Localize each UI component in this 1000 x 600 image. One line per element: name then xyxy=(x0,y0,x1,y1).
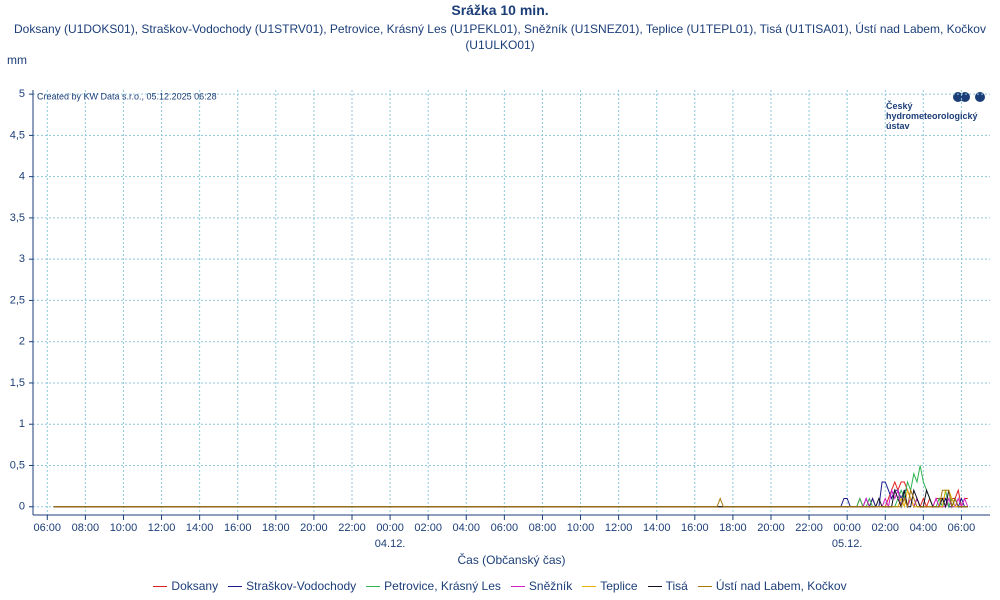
x-tick-label: 20:00 xyxy=(300,522,328,534)
legend: Doksany Straškov-Vodochody Petrovice, Krás… xyxy=(0,579,1000,593)
y-tick-label: 0 xyxy=(19,501,25,513)
x-tick-label: 18:00 xyxy=(719,522,747,534)
legend-label: Doksany xyxy=(171,579,219,593)
y-axis-label: mm xyxy=(7,53,27,67)
legend-label: Sněžník xyxy=(528,579,573,593)
chart-subtitle: Doksany (U1DOKS01), Straškov-Vodochody (… xyxy=(14,22,986,52)
series-line xyxy=(53,480,968,509)
chart-title: Srážka 10 min. xyxy=(451,2,549,18)
x-tick-label: 16:00 xyxy=(224,522,252,534)
annotation: Created by KW Data s.r.o., 05.12.2025 06… xyxy=(37,91,217,101)
x-tick-label: 00:00 xyxy=(833,522,861,534)
legend-label: Teplice xyxy=(600,579,638,593)
legend-swatch xyxy=(366,585,381,587)
x-tick-label: 14:00 xyxy=(186,522,214,534)
y-tick-label: 1 xyxy=(19,418,25,430)
x-tick-label: 18:00 xyxy=(262,522,290,534)
x-tick-label: 04:00 xyxy=(453,522,481,534)
y-tick-label: 4,5 xyxy=(10,129,25,141)
legend-label: Ústí nad Labem, Kočkov xyxy=(715,579,847,593)
y-tick-label: 3,5 xyxy=(10,212,25,224)
date-label: 04.12. xyxy=(375,538,406,550)
x-tick-label: 06:00 xyxy=(948,522,976,534)
logo-dot xyxy=(975,92,985,102)
x-tick-label: 20:00 xyxy=(757,522,785,534)
legend-item[interactable]: Sněžník xyxy=(510,579,573,593)
series-line xyxy=(53,488,968,509)
series-line xyxy=(53,465,968,509)
series-line xyxy=(53,488,968,509)
series-line xyxy=(53,481,968,509)
x-tick-label: 16:00 xyxy=(681,522,709,534)
x-tick-label: 08:00 xyxy=(72,522,100,534)
legend-swatch xyxy=(153,585,168,587)
legend-item[interactable]: Teplice xyxy=(582,579,638,593)
legend-label: Straškov-Vodochody xyxy=(246,579,357,593)
date-label: 05.12. xyxy=(832,538,863,550)
y-tick-label: 2 xyxy=(19,336,25,348)
legend-item[interactable]: Tisá xyxy=(647,579,688,593)
legend-swatch xyxy=(647,585,662,587)
y-tick-label: 0,5 xyxy=(10,459,25,471)
x-tick-label: 22:00 xyxy=(795,522,823,534)
logo-dot xyxy=(953,92,963,102)
y-tick-label: 4 xyxy=(19,171,25,183)
x-tick-label: 12:00 xyxy=(605,522,633,534)
legend-label: Petrovice, Krásný Les xyxy=(384,579,501,593)
series-line xyxy=(53,488,968,509)
x-tick-label: 10:00 xyxy=(567,522,595,534)
x-axis-label: Čas (Občanský čas) xyxy=(457,552,565,567)
y-tick-label: 5 xyxy=(19,88,25,100)
legend-swatch xyxy=(510,585,525,587)
legend-swatch xyxy=(228,585,243,587)
x-tick-label: 14:00 xyxy=(643,522,671,534)
x-tick-label: 06:00 xyxy=(34,522,62,534)
x-tick-label: 08:00 xyxy=(529,522,557,534)
legend-item[interactable]: Straškov-Vodochody xyxy=(228,579,356,593)
legend-label: Tisá xyxy=(665,579,688,593)
x-tick-label: 10:00 xyxy=(110,522,138,534)
legend-swatch xyxy=(697,585,712,587)
legend-item[interactable]: Ústí nad Labem, Kočkov xyxy=(697,579,847,593)
legend-swatch xyxy=(582,585,597,587)
y-tick-label: 1,5 xyxy=(10,377,25,389)
y-tick-label: 2,5 xyxy=(10,294,25,306)
y-tick-label: 3 xyxy=(19,253,25,265)
x-tick-label: 06:00 xyxy=(491,522,519,534)
series-line xyxy=(53,488,969,509)
x-tick-label: 04:00 xyxy=(910,522,938,534)
legend-item[interactable]: Petrovice, Krásný Les xyxy=(366,579,501,593)
x-tick-label: 02:00 xyxy=(414,522,442,534)
x-tick-label: 00:00 xyxy=(376,522,404,534)
legend-item[interactable]: Doksany xyxy=(153,579,218,593)
x-tick-label: 12:00 xyxy=(148,522,176,534)
x-tick-label: 02:00 xyxy=(871,522,899,534)
logo-text: Český hydrometeorologický ústav xyxy=(886,101,978,131)
x-tick-label: 22:00 xyxy=(338,522,366,534)
